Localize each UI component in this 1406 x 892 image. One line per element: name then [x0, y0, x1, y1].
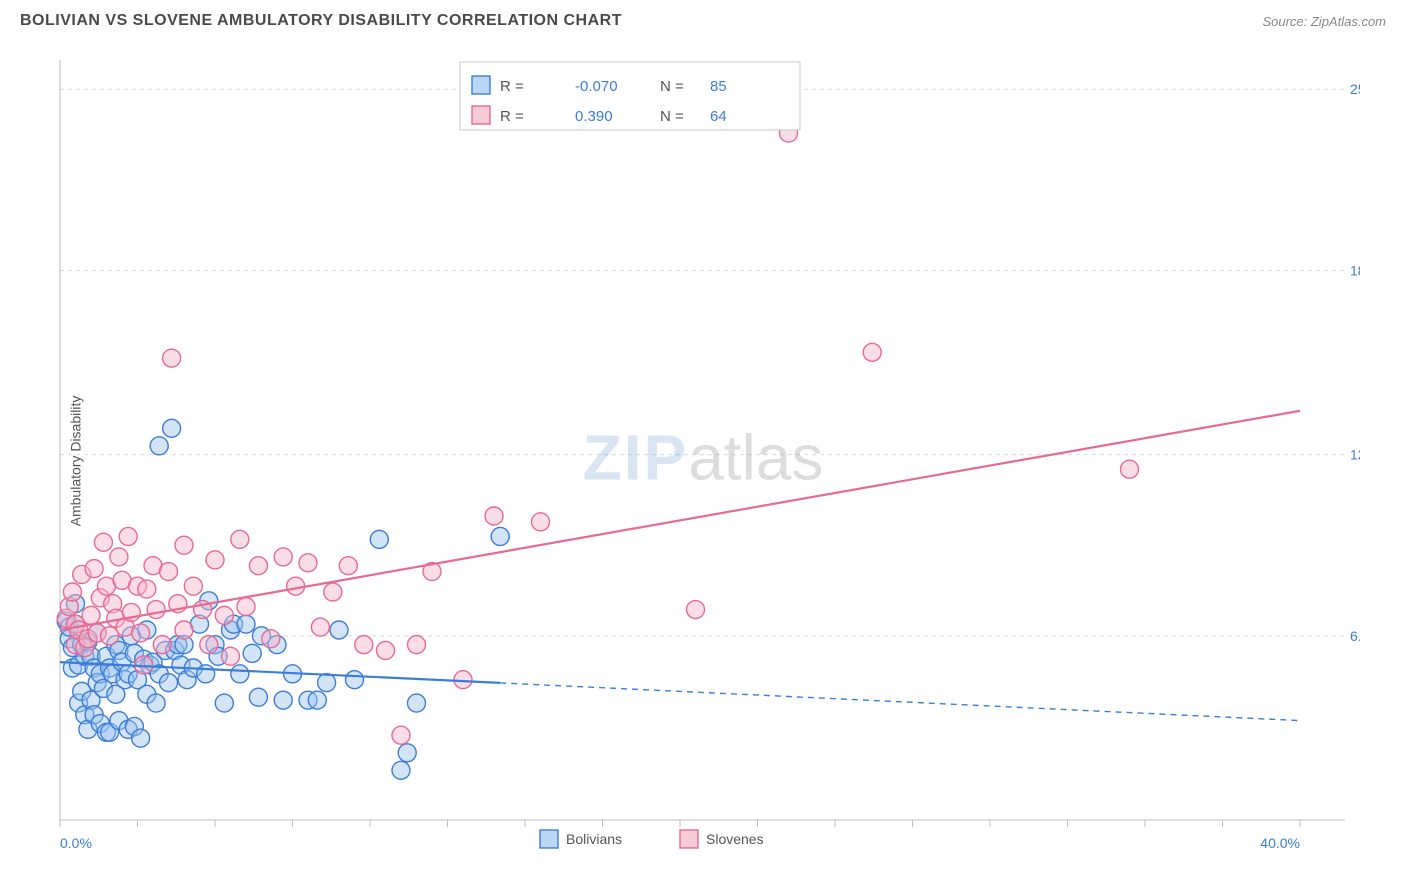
- data-point: [163, 349, 181, 367]
- scatter-chart: 6.3% 12.5% 18.8% 25.0% 0.0% 40.0% R = -0.070 N =…: [20, 50, 1360, 850]
- data-point: [222, 647, 240, 665]
- data-point: [330, 621, 348, 639]
- data-point: [82, 606, 100, 624]
- y-tick-label: 6.3%: [1350, 628, 1360, 644]
- data-point: [160, 563, 178, 581]
- bottom-legend: Bolivians Slovenes: [540, 830, 764, 848]
- stat-r-label: R =: [500, 78, 524, 95]
- data-point: [355, 636, 373, 654]
- data-point: [132, 729, 150, 747]
- data-point: [392, 761, 410, 779]
- data-point: [408, 694, 426, 712]
- stat-n-label: N =: [660, 78, 684, 95]
- data-point: [119, 527, 137, 545]
- data-point: [377, 641, 395, 659]
- data-point: [85, 560, 103, 578]
- legend-swatch: [472, 76, 490, 94]
- trend-line-extrapolated: [500, 683, 1300, 721]
- data-point: [184, 577, 202, 595]
- data-point: [110, 548, 128, 566]
- data-point: [153, 636, 171, 654]
- stat-r-value: -0.070: [575, 78, 618, 95]
- stat-r-label: R =: [500, 108, 524, 125]
- data-point: [215, 694, 233, 712]
- data-point: [532, 513, 550, 531]
- stat-n-value: 85: [710, 78, 727, 95]
- data-point: [274, 691, 292, 709]
- legend-swatch: [472, 106, 490, 124]
- data-point: [370, 530, 388, 548]
- trend-line: [60, 411, 1300, 630]
- data-point: [63, 583, 81, 601]
- data-point: [231, 665, 249, 683]
- legend-label: Bolivians: [566, 831, 622, 847]
- y-tick-label: 18.8%: [1350, 262, 1360, 278]
- data-point: [150, 437, 168, 455]
- data-point: [491, 527, 509, 545]
- data-point: [863, 343, 881, 361]
- legend-label: Slovenes: [706, 831, 764, 847]
- y-axis-label: Ambulatory Disability: [67, 396, 83, 527]
- data-point: [398, 744, 416, 762]
- data-point: [485, 507, 503, 525]
- data-point: [147, 601, 165, 619]
- data-point: [249, 557, 267, 575]
- y-tick-label: 25.0%: [1350, 81, 1360, 97]
- data-point: [132, 624, 150, 642]
- data-point: [160, 674, 178, 692]
- data-point: [318, 674, 336, 692]
- stat-r-value: 0.390: [575, 108, 613, 125]
- data-point: [243, 644, 261, 662]
- data-point: [687, 601, 705, 619]
- data-point: [215, 606, 233, 624]
- data-point: [1121, 460, 1139, 478]
- data-point: [237, 615, 255, 633]
- data-point: [274, 548, 292, 566]
- x-tick-label: 0.0%: [60, 835, 92, 850]
- data-point: [249, 688, 267, 706]
- data-point: [197, 665, 215, 683]
- chart-title: BOLIVIAN VS SLOVENE AMBULATORY DISABILIT…: [20, 12, 622, 30]
- data-point: [324, 583, 342, 601]
- legend-swatch: [540, 830, 558, 848]
- data-point: [237, 598, 255, 616]
- data-point: [299, 554, 317, 572]
- legend-swatch: [680, 830, 698, 848]
- data-point: [200, 636, 218, 654]
- data-point: [262, 630, 280, 648]
- y-tick-label: 12.5%: [1350, 447, 1360, 463]
- data-point: [454, 671, 472, 689]
- data-point: [138, 580, 156, 598]
- data-point: [175, 536, 193, 554]
- chart-source: Source: ZipAtlas.com: [1262, 14, 1386, 29]
- data-point: [231, 530, 249, 548]
- data-point: [339, 557, 357, 575]
- data-point: [94, 533, 112, 551]
- data-point: [408, 636, 426, 654]
- data-point: [346, 671, 364, 689]
- chart-container: Ambulatory Disability ZIPatlas 6.3%12.5%…: [20, 50, 1386, 872]
- data-point: [147, 694, 165, 712]
- x-tick-label: 40.0%: [1260, 835, 1300, 850]
- data-point: [311, 618, 329, 636]
- stat-n-value: 64: [710, 108, 727, 125]
- data-point: [175, 621, 193, 639]
- data-point: [308, 691, 326, 709]
- data-point: [163, 419, 181, 437]
- stat-n-label: N =: [660, 108, 684, 125]
- data-point: [392, 726, 410, 744]
- data-point: [206, 551, 224, 569]
